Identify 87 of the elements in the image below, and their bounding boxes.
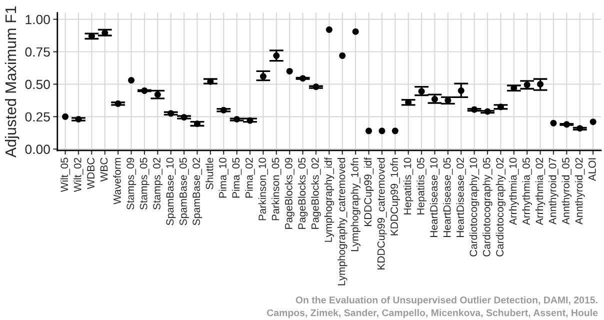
y-tick-label: 0.00 [25,144,50,154]
point [220,106,227,114]
x-tick-label: HeartDisease_05 [443,158,453,237]
x-tick-label: SpamBase_02 [192,158,202,226]
x-tick-label: SpamBase_05 [179,158,189,226]
x-tick-label: Cardiotocography_02 [496,158,506,256]
x-tick-label: Parkinson_05 [272,158,282,220]
x-tick-label: PageBlocks_02 [311,158,321,229]
x-tick-label: Pima_05 [232,158,242,198]
x-tick-label: Annthyroid_07 [548,158,558,224]
point [62,113,69,120]
x-tick-label: Shuttle [206,158,214,190]
x-tick-label: Arrhythmia_02 [535,158,546,226]
point [366,128,372,134]
x-tick-label: SpamBase_10 [166,158,176,226]
point [563,121,570,128]
point [484,108,491,115]
point [194,120,200,128]
point [300,75,306,82]
point [524,82,530,88]
point [418,88,425,95]
x-tick-label: Cardiotocography_10 [469,158,480,256]
x-tick-label: Waveform [113,158,121,204]
x-tick-label: ALOI [588,158,596,182]
x-tick-label: Pima_02 [245,158,255,198]
y-tick-label: 1.00 [26,14,50,24]
x-tick-label: Hepatitis_10 [403,158,414,214]
x-tick-label: Arrhythmia_10 [509,158,519,226]
x-tick-label: KDDCup99_catremoved [377,158,387,270]
point [260,73,266,80]
point [550,120,557,126]
x-tick-label: WDBC [87,158,94,190]
point [154,91,161,98]
x-tick-label: Lymphography_1ofn [350,158,360,252]
point [207,78,214,85]
y-tick-label: 0.25 [25,112,50,122]
x-tick-label: Stamps_02 [153,158,163,210]
point [339,52,346,59]
point [168,110,174,117]
x-tick-label: KDDCup99_1ofn [390,158,400,236]
point [471,106,478,113]
text: Campos, Zimek, Sander, Campello, Micenkova, Schubert, Assent, Houle [267,309,598,318]
point [75,116,82,123]
x-tick-label: HeartDisease_10 [430,158,440,237]
x-tick-label: Stamps_09 [126,158,136,210]
x-tick-label: HeartDisease_02 [456,158,466,237]
y-tick-label: 0.75 [25,47,50,57]
point [392,128,398,134]
x-tick-label: Lymphography_catremoved [338,158,348,286]
x-tick-label: Cardiotocography_05 [482,158,492,256]
point [537,80,544,88]
point [378,128,386,134]
point [141,87,148,94]
x-tick-label: Parkinson_10 [258,158,268,220]
x-tick-label: Pima_10 [218,158,228,198]
point [114,100,122,107]
x-tick-label: Annthyroid_02 [575,158,585,224]
point [352,28,359,35]
x-tick-label: Wilt_05 [60,158,70,192]
point [576,125,584,132]
text: On the Evaluation of Unsupervised Outlier Detection, DAMI, 2015. [296,296,598,306]
point [273,52,280,59]
point [128,77,135,84]
x-tick-label: Arrhythmia_05 [522,158,532,226]
y-axis-title: Adjusted Maximum F1 [4,6,20,158]
x-tick-label: Annthyroid_05 [562,158,572,224]
point [590,118,596,126]
point [180,114,188,121]
x-tick-label: Wilt_02 [74,158,84,192]
point [326,26,332,33]
point [234,116,240,123]
x-tick-label: KDDCup99_idf [364,157,374,226]
point [286,68,293,74]
x-tick-label: Stamps_05 [140,158,150,210]
point [458,87,464,94]
x-tick-label: PageBlocks_09 [284,158,294,229]
y-tick-label: 0.50 [25,80,50,90]
point [497,104,504,110]
x-tick-label: Lymphography_idf [324,157,334,242]
point [312,84,320,90]
x-tick-label: Hepatitis_05 [416,158,426,214]
point [444,97,452,104]
point [102,30,108,36]
point [246,117,254,124]
x-tick-label: WBC [100,158,108,182]
x-tick-label: PageBlocks_05 [298,158,308,229]
point [431,96,438,102]
